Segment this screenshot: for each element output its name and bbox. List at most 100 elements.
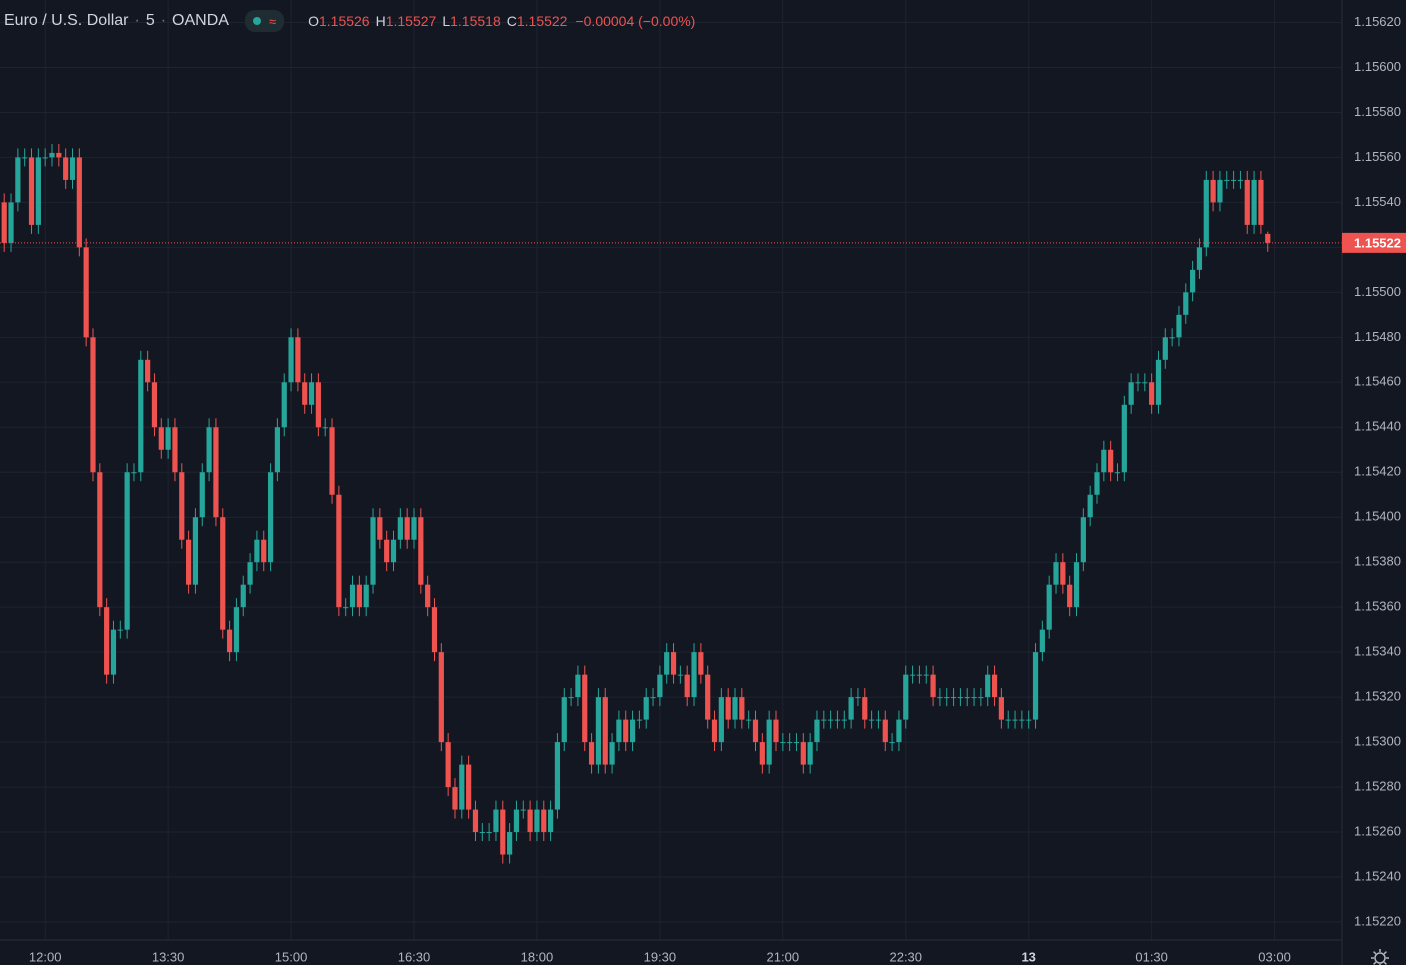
candle-body — [425, 584, 431, 608]
market-dot — [252, 17, 261, 25]
candle-body — [1210, 179, 1216, 203]
candle-body — [56, 152, 62, 158]
candle-body — [397, 517, 403, 540]
candle-body — [1121, 404, 1127, 473]
candle-body — [1142, 382, 1148, 384]
candle-body — [1224, 179, 1230, 181]
candle-body — [267, 472, 274, 563]
low-label: L — [442, 13, 451, 29]
candle-body — [28, 157, 35, 225]
candles — [0, 143, 1342, 864]
x-tick-label: 16:30 — [398, 949, 431, 964]
candle-body — [15, 157, 21, 203]
candle-body — [1108, 449, 1114, 473]
x-tick-label: 01:30 — [1135, 949, 1168, 964]
candle-body — [664, 652, 670, 675]
candle-body — [213, 427, 219, 518]
candle-body — [650, 697, 656, 699]
candle-body — [950, 697, 957, 699]
candle-body — [1149, 382, 1155, 405]
symbol[interactable]: Euro / U.S. Dollar — [4, 12, 129, 29]
candle-body — [1231, 179, 1237, 181]
y-tick-label: 1.15600 — [1354, 59, 1401, 74]
y-tick-label: 1.15460 — [1354, 374, 1401, 389]
y-tick-label: 1.15440 — [1354, 419, 1401, 434]
y-tick-label: 1.15420 — [1354, 464, 1401, 479]
status-pill[interactable]: ≈ — [244, 10, 285, 32]
candle-body — [1176, 314, 1182, 338]
y-tick-label: 1.15220 — [1354, 913, 1401, 928]
candle-body — [186, 539, 192, 585]
close-value: 1.15522 — [516, 13, 568, 29]
y-tick-label: 1.15340 — [1354, 644, 1401, 659]
candle-body — [336, 494, 342, 608]
candle-body — [302, 382, 308, 405]
candle-body — [766, 719, 772, 765]
candle-body — [431, 607, 438, 653]
candle-body — [916, 674, 923, 676]
candle-body — [199, 472, 205, 518]
candle-body — [998, 697, 1004, 720]
candle-body — [281, 382, 287, 428]
x-tick-label: 13 — [1021, 949, 1035, 964]
candle-body — [513, 809, 520, 833]
candle-body — [889, 742, 895, 744]
x-tick-label: 21:00 — [767, 949, 800, 964]
gear — [1374, 952, 1386, 964]
candle-body — [732, 697, 738, 720]
candle-body — [848, 697, 854, 720]
candle-body — [179, 472, 185, 540]
candle-body — [233, 607, 240, 653]
candle-body — [527, 809, 533, 833]
candle-body — [445, 742, 451, 788]
candle-body — [472, 809, 479, 833]
candle-body — [418, 517, 424, 585]
separator: · — [134, 12, 140, 29]
x-tick-label: 22:30 — [889, 949, 922, 964]
candle-body — [705, 674, 711, 720]
candle-body — [930, 674, 936, 698]
y-tick-label: 1.15380 — [1354, 554, 1401, 569]
axes: 1.15220 1.15240 1.15260 1.15280 1.15300 1.153… — [29, 14, 1406, 964]
candle-body — [1190, 269, 1196, 293]
candle-body — [8, 202, 14, 243]
candle-body — [882, 719, 888, 743]
candle-body — [561, 697, 567, 743]
candle-body — [288, 337, 294, 383]
candle-body — [800, 742, 806, 765]
candle-body — [588, 742, 595, 765]
ohlc: O 1.15526 H 1.15527 L 1.15518 C 1.15522 −0.0… — [302, 13, 695, 29]
candle-body — [725, 697, 731, 720]
candle-body — [370, 517, 376, 585]
candle-body — [896, 719, 902, 743]
candle-body — [459, 764, 465, 810]
candle-body — [1196, 247, 1203, 270]
settings-icon[interactable] — [1371, 949, 1389, 965]
candle-body — [1005, 719, 1011, 721]
candle-body — [240, 584, 246, 608]
candle-body — [145, 359, 151, 383]
low-value: 1.15518 — [450, 13, 501, 29]
interval[interactable]: 5 — [145, 12, 155, 29]
candle-body — [711, 719, 718, 743]
candle-body — [636, 719, 642, 721]
y-tick-label: 1.15580 — [1354, 104, 1401, 119]
high-label: H — [375, 13, 386, 29]
candle-body — [978, 697, 984, 699]
candle-body — [739, 697, 745, 720]
candle-body — [629, 719, 636, 743]
candle-body — [172, 427, 178, 473]
candle-body — [828, 719, 834, 721]
y-tick-label: 1.15240 — [1354, 868, 1401, 883]
candle-body — [773, 719, 779, 743]
candle-body — [1203, 179, 1209, 248]
candle-body — [746, 719, 752, 721]
candle-body — [1169, 337, 1175, 339]
candle-body — [356, 584, 362, 608]
candle-body — [657, 674, 663, 698]
candle-body — [76, 157, 82, 248]
candle-body — [1258, 179, 1264, 225]
candle-body — [384, 539, 390, 563]
candle-body — [568, 697, 574, 699]
candle-body — [623, 719, 629, 743]
